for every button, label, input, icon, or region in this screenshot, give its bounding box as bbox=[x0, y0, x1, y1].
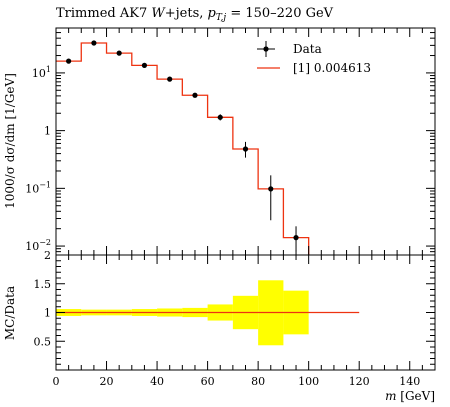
y-tick-label: 1 bbox=[44, 125, 51, 138]
legend-label-mc: [1] 0.004613 bbox=[293, 61, 371, 75]
ratio-y-axis-label: MC/Data bbox=[3, 286, 17, 340]
x-tick-label: 80 bbox=[251, 375, 265, 388]
data-point bbox=[66, 58, 72, 64]
data-point bbox=[242, 146, 249, 152]
x-tick-label: 0 bbox=[53, 375, 60, 388]
data-point bbox=[192, 92, 198, 98]
mc-histogram bbox=[56, 42, 310, 255]
data-points bbox=[66, 40, 299, 252]
legend-label-data: Data bbox=[293, 42, 322, 56]
ratio-y-tick-label: 2 bbox=[44, 249, 51, 262]
main-x-ticks bbox=[55, 28, 436, 255]
y-tick-label: 10−2 bbox=[25, 238, 51, 253]
ratio-y-ticks: 0.5 1 1.5 2 bbox=[34, 249, 435, 365]
x-tick-label: 60 bbox=[201, 375, 215, 388]
ratio-y-tick-label: 1 bbox=[44, 307, 51, 320]
data-point bbox=[116, 50, 122, 56]
y-tick-label: 10−1 bbox=[25, 180, 51, 195]
x-tick-label: 120 bbox=[349, 375, 370, 388]
x-tick-label: 20 bbox=[100, 375, 114, 388]
mc-step-line bbox=[56, 42, 310, 255]
data-point bbox=[293, 235, 299, 241]
ratio-x-ticks: 0 20 40 60 80 100 120 140 bbox=[53, 255, 436, 388]
ratio-y-tick-label: 0.5 bbox=[34, 335, 52, 348]
x-tick-label: 40 bbox=[150, 375, 164, 388]
data-point bbox=[141, 62, 148, 68]
main-y-ticks: 10−2 10−1 1 101 bbox=[25, 27, 435, 256]
ratio-frame bbox=[55, 254, 436, 371]
data-point bbox=[91, 40, 97, 46]
chart-title: Trimmed AK7 W+jets, pT,j = 150–220 GeV bbox=[56, 6, 334, 23]
x-tick-label: 140 bbox=[399, 375, 420, 388]
legend: Data [1] 0.004613 bbox=[257, 41, 371, 75]
data-point bbox=[268, 186, 274, 192]
data-point bbox=[217, 114, 223, 120]
ratio-y-tick-label: 1.5 bbox=[34, 278, 52, 291]
legend-data-marker bbox=[263, 46, 269, 52]
main-frame bbox=[55, 27, 436, 256]
y-tick-label: 101 bbox=[32, 65, 51, 80]
main-y-axis-label: 1000/σ dσ/dm [1/GeV] bbox=[3, 73, 17, 209]
x-axis-label: m [GeV] bbox=[385, 389, 435, 403]
x-tick-label: 100 bbox=[298, 375, 319, 388]
data-point bbox=[167, 76, 173, 82]
